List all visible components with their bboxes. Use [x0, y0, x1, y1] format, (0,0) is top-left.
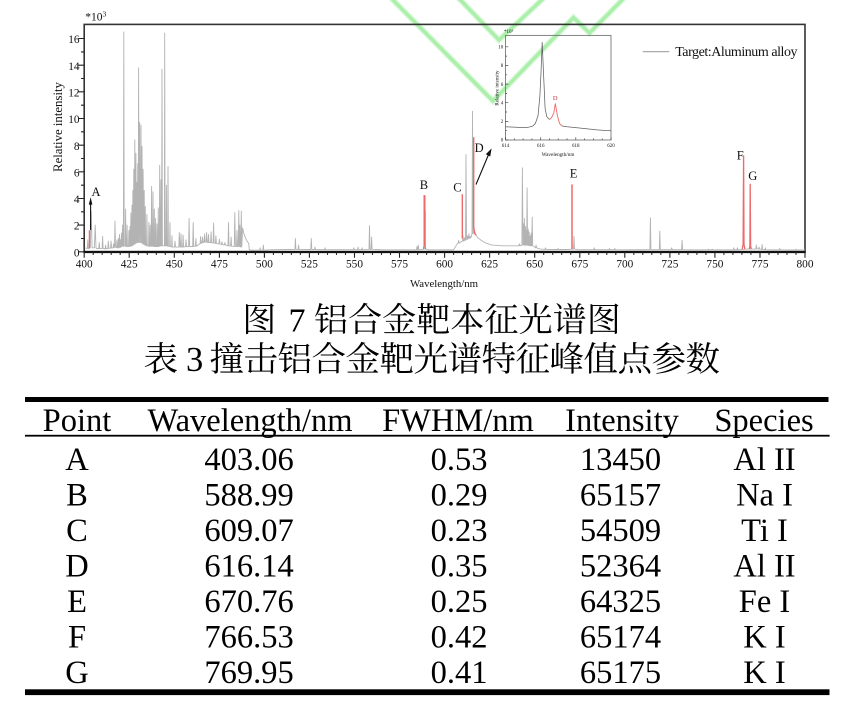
- svg-text:4: 4: [501, 101, 504, 106]
- svg-text:B: B: [420, 178, 428, 192]
- svg-text:425: 425: [121, 258, 138, 270]
- svg-text:C: C: [66, 513, 88, 549]
- svg-text:Fe I: Fe I: [739, 584, 790, 620]
- svg-text:0.23: 0.23: [431, 513, 488, 549]
- svg-text:475: 475: [211, 258, 228, 270]
- svg-text:64325: 64325: [580, 584, 661, 620]
- svg-text:675: 675: [571, 258, 588, 270]
- svg-text:0: 0: [74, 247, 80, 259]
- svg-text:0.25: 0.25: [431, 584, 488, 620]
- svg-text:K I: K I: [743, 619, 785, 655]
- svg-text:766.53: 766.53: [204, 619, 293, 655]
- svg-text:*103: *103: [504, 29, 514, 36]
- svg-text:D: D: [553, 95, 558, 102]
- svg-text:0.41: 0.41: [431, 655, 488, 691]
- svg-text:Wavelength/nm: Wavelength/nm: [148, 403, 353, 439]
- svg-text:700: 700: [616, 258, 633, 270]
- svg-text:525: 525: [301, 258, 318, 270]
- svg-text:Point: Point: [43, 403, 112, 439]
- svg-text:625: 625: [481, 258, 498, 270]
- svg-text:0.35: 0.35: [431, 549, 488, 585]
- svg-text:650: 650: [526, 258, 543, 270]
- svg-text:500: 500: [256, 258, 273, 270]
- svg-text:G: G: [65, 655, 88, 691]
- svg-text:0: 0: [501, 139, 504, 144]
- svg-text:8: 8: [501, 64, 504, 69]
- svg-text:10: 10: [68, 114, 80, 126]
- svg-text:403.06: 403.06: [204, 442, 293, 478]
- svg-text:670.76: 670.76: [204, 584, 293, 620]
- svg-text:Al II: Al II: [733, 442, 795, 478]
- svg-text:F: F: [68, 619, 86, 655]
- svg-text:16: 16: [68, 34, 80, 46]
- svg-text:769.95: 769.95: [204, 655, 293, 691]
- svg-text:F: F: [737, 149, 744, 163]
- svg-text:725: 725: [661, 258, 678, 270]
- svg-text:Ti I: Ti I: [741, 513, 788, 549]
- svg-text:0.53: 0.53: [431, 442, 488, 478]
- svg-text:0.29: 0.29: [431, 478, 488, 514]
- svg-text:616.14: 616.14: [204, 549, 293, 585]
- svg-text:550: 550: [346, 258, 363, 270]
- svg-text:D: D: [65, 549, 88, 585]
- svg-text:800: 800: [797, 258, 814, 270]
- svg-text:K I: K I: [743, 655, 785, 691]
- svg-text:Species: Species: [714, 403, 813, 439]
- svg-text:65175: 65175: [580, 655, 661, 691]
- svg-text:FWHM/nm: FWHM/nm: [382, 403, 534, 439]
- svg-text:*103: *103: [85, 9, 106, 23]
- svg-text:54509: 54509: [580, 513, 661, 549]
- svg-text:A: A: [65, 442, 89, 478]
- svg-text:600: 600: [436, 258, 453, 270]
- svg-text:775: 775: [752, 258, 769, 270]
- svg-text:D: D: [475, 141, 484, 155]
- svg-text:6: 6: [74, 167, 80, 179]
- svg-text:65174: 65174: [580, 619, 661, 655]
- svg-text:Na I: Na I: [736, 478, 793, 514]
- svg-text:2: 2: [501, 120, 504, 125]
- svg-text:Intensity: Intensity: [565, 403, 679, 439]
- svg-text:10: 10: [498, 46, 504, 51]
- svg-text:614: 614: [502, 144, 510, 149]
- svg-text:609.07: 609.07: [204, 513, 293, 549]
- svg-text:588.99: 588.99: [204, 478, 293, 514]
- svg-text:400: 400: [76, 258, 93, 270]
- svg-text:3: 3: [186, 341, 203, 379]
- svg-text:Wavelength/nm: Wavelength/nm: [542, 152, 575, 158]
- svg-text:13450: 13450: [580, 442, 661, 478]
- svg-text:B: B: [66, 478, 88, 514]
- svg-text:65157: 65157: [580, 478, 661, 514]
- svg-text:2: 2: [74, 221, 80, 233]
- svg-text:450: 450: [166, 258, 183, 270]
- svg-text:Relative intensity: Relative intensity: [51, 81, 65, 172]
- svg-text:8: 8: [74, 141, 80, 153]
- svg-text:12: 12: [68, 87, 80, 99]
- svg-text:E: E: [570, 167, 578, 181]
- svg-text:7: 7: [289, 303, 306, 340]
- svg-text:750: 750: [706, 258, 723, 270]
- svg-text:Al II: Al II: [733, 549, 795, 585]
- svg-text:575: 575: [391, 258, 408, 270]
- svg-text:52364: 52364: [580, 549, 661, 585]
- svg-text:A: A: [92, 185, 101, 199]
- svg-text:618: 618: [572, 144, 580, 149]
- svg-text:Target:Aluminum alloy: Target:Aluminum alloy: [675, 45, 797, 60]
- svg-text:616: 616: [537, 144, 545, 149]
- svg-text:4: 4: [74, 194, 80, 206]
- svg-text:G: G: [748, 169, 757, 183]
- svg-text:E: E: [67, 584, 87, 620]
- svg-text:620: 620: [607, 144, 615, 149]
- svg-text:6: 6: [501, 83, 504, 88]
- svg-text:Wavelength/nm: Wavelength/nm: [410, 278, 479, 290]
- svg-text:Relative intensity: Relative intensity: [495, 70, 500, 106]
- svg-text:14: 14: [68, 61, 80, 73]
- svg-text:C: C: [453, 181, 461, 195]
- svg-text:0.42: 0.42: [431, 619, 488, 655]
